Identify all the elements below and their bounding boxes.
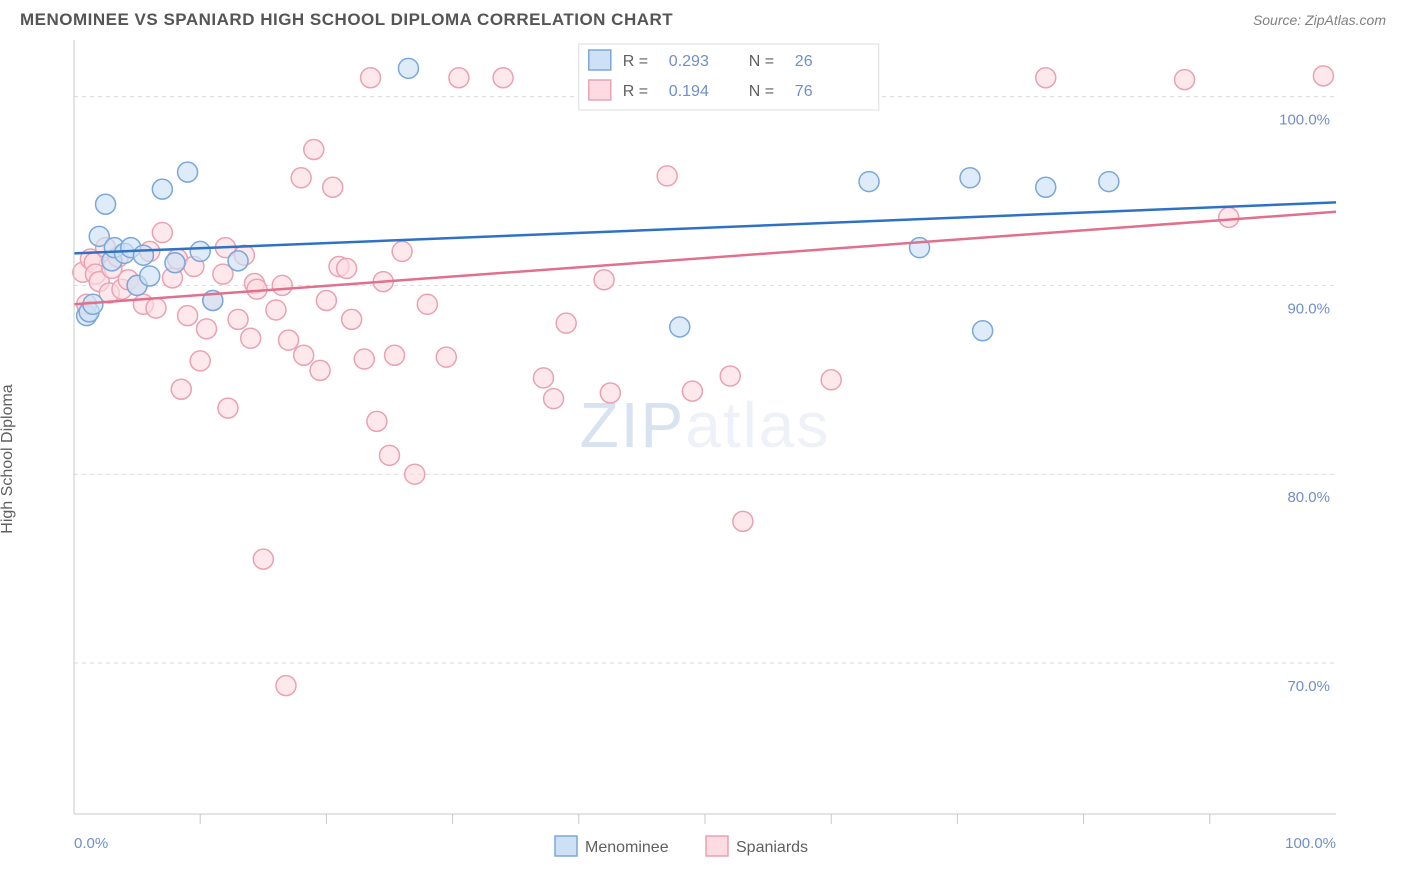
x-tick-label: 0.0% (74, 835, 108, 852)
legend-r-label: R = (623, 53, 648, 70)
legend-n-label: N = (749, 83, 774, 100)
data-point (304, 139, 324, 159)
bottom-legend-swatch (555, 836, 577, 856)
data-point (228, 309, 248, 329)
data-point (392, 241, 412, 261)
data-point (266, 300, 286, 320)
data-point (279, 330, 299, 350)
data-point (682, 381, 702, 401)
data-point (449, 68, 469, 88)
data-point (380, 445, 400, 465)
data-point (657, 166, 677, 186)
data-point (178, 306, 198, 326)
data-point (385, 345, 405, 365)
legend-r-value: 0.194 (669, 83, 709, 100)
legend-n-label: N = (749, 53, 774, 70)
x-tick-label: 100.0% (1285, 835, 1336, 852)
data-point (405, 464, 425, 484)
data-point (1175, 70, 1195, 90)
chart-source: Source: ZipAtlas.com (1253, 12, 1386, 28)
legend-swatch (589, 80, 611, 100)
data-point (973, 321, 993, 341)
data-point (178, 162, 198, 182)
data-point (821, 370, 841, 390)
legend-n-value: 26 (795, 53, 813, 70)
y-tick-label: 90.0% (1287, 300, 1330, 317)
y-axis-label: High School Diploma (0, 384, 17, 533)
trend-line (74, 202, 1336, 253)
data-point (241, 328, 261, 348)
bottom-legend-label: Spaniards (736, 839, 808, 856)
trend-line (74, 212, 1336, 305)
y-tick-label: 80.0% (1287, 489, 1330, 506)
data-point (1219, 207, 1239, 227)
legend-r-value: 0.293 (669, 53, 709, 70)
data-point (361, 68, 381, 88)
data-point (670, 317, 690, 337)
data-point (316, 291, 336, 311)
data-point (165, 253, 185, 273)
data-point (367, 411, 387, 431)
data-point (544, 389, 564, 409)
data-point (146, 298, 166, 318)
data-point (960, 168, 980, 188)
bottom-legend-swatch (706, 836, 728, 856)
data-point (140, 266, 160, 286)
data-point (133, 245, 153, 265)
data-point (171, 379, 191, 399)
data-point (720, 366, 740, 386)
data-point (310, 360, 330, 380)
y-tick-label: 100.0% (1279, 112, 1330, 129)
data-point (354, 349, 374, 369)
data-point (294, 345, 314, 365)
data-point (1036, 68, 1056, 88)
data-point (152, 179, 172, 199)
data-point (323, 177, 343, 197)
legend-n-value: 76 (795, 83, 813, 100)
data-point (733, 511, 753, 531)
legend-swatch (589, 50, 611, 70)
scatter-chart: 70.0%80.0%90.0%100.0%ZIPatlas0.0%100.0%R… (20, 34, 1386, 864)
data-point (533, 368, 553, 388)
data-point (291, 168, 311, 188)
chart-header: MENOMINEE VS SPANIARD HIGH SCHOOL DIPLOM… (0, 0, 1406, 34)
data-point (337, 258, 357, 278)
data-point (859, 172, 879, 192)
data-point (228, 251, 248, 271)
data-point (594, 270, 614, 290)
data-point (218, 398, 238, 418)
data-point (556, 313, 576, 333)
bottom-legend-label: Menominee (585, 839, 669, 856)
y-tick-label: 70.0% (1287, 678, 1330, 695)
data-point (493, 68, 513, 88)
data-point (197, 319, 217, 339)
data-point (1036, 177, 1056, 197)
data-point (276, 676, 296, 696)
data-point (253, 549, 273, 569)
data-point (1099, 172, 1119, 192)
data-point (190, 241, 210, 261)
data-point (398, 58, 418, 78)
chart-container: High School Diploma 70.0% 80.0% 90.0% 100.0… (0, 34, 1406, 884)
data-point (1313, 66, 1333, 86)
data-point (417, 294, 437, 314)
data-point (600, 383, 620, 403)
legend-r-label: R = (623, 83, 648, 100)
data-point (152, 223, 172, 243)
chart-title: MENOMINEE VS SPANIARD HIGH SCHOOL DIPLOM… (20, 10, 673, 30)
data-point (190, 351, 210, 371)
data-point (342, 309, 362, 329)
data-point (96, 194, 116, 214)
data-point (272, 275, 292, 295)
data-point (436, 347, 456, 367)
